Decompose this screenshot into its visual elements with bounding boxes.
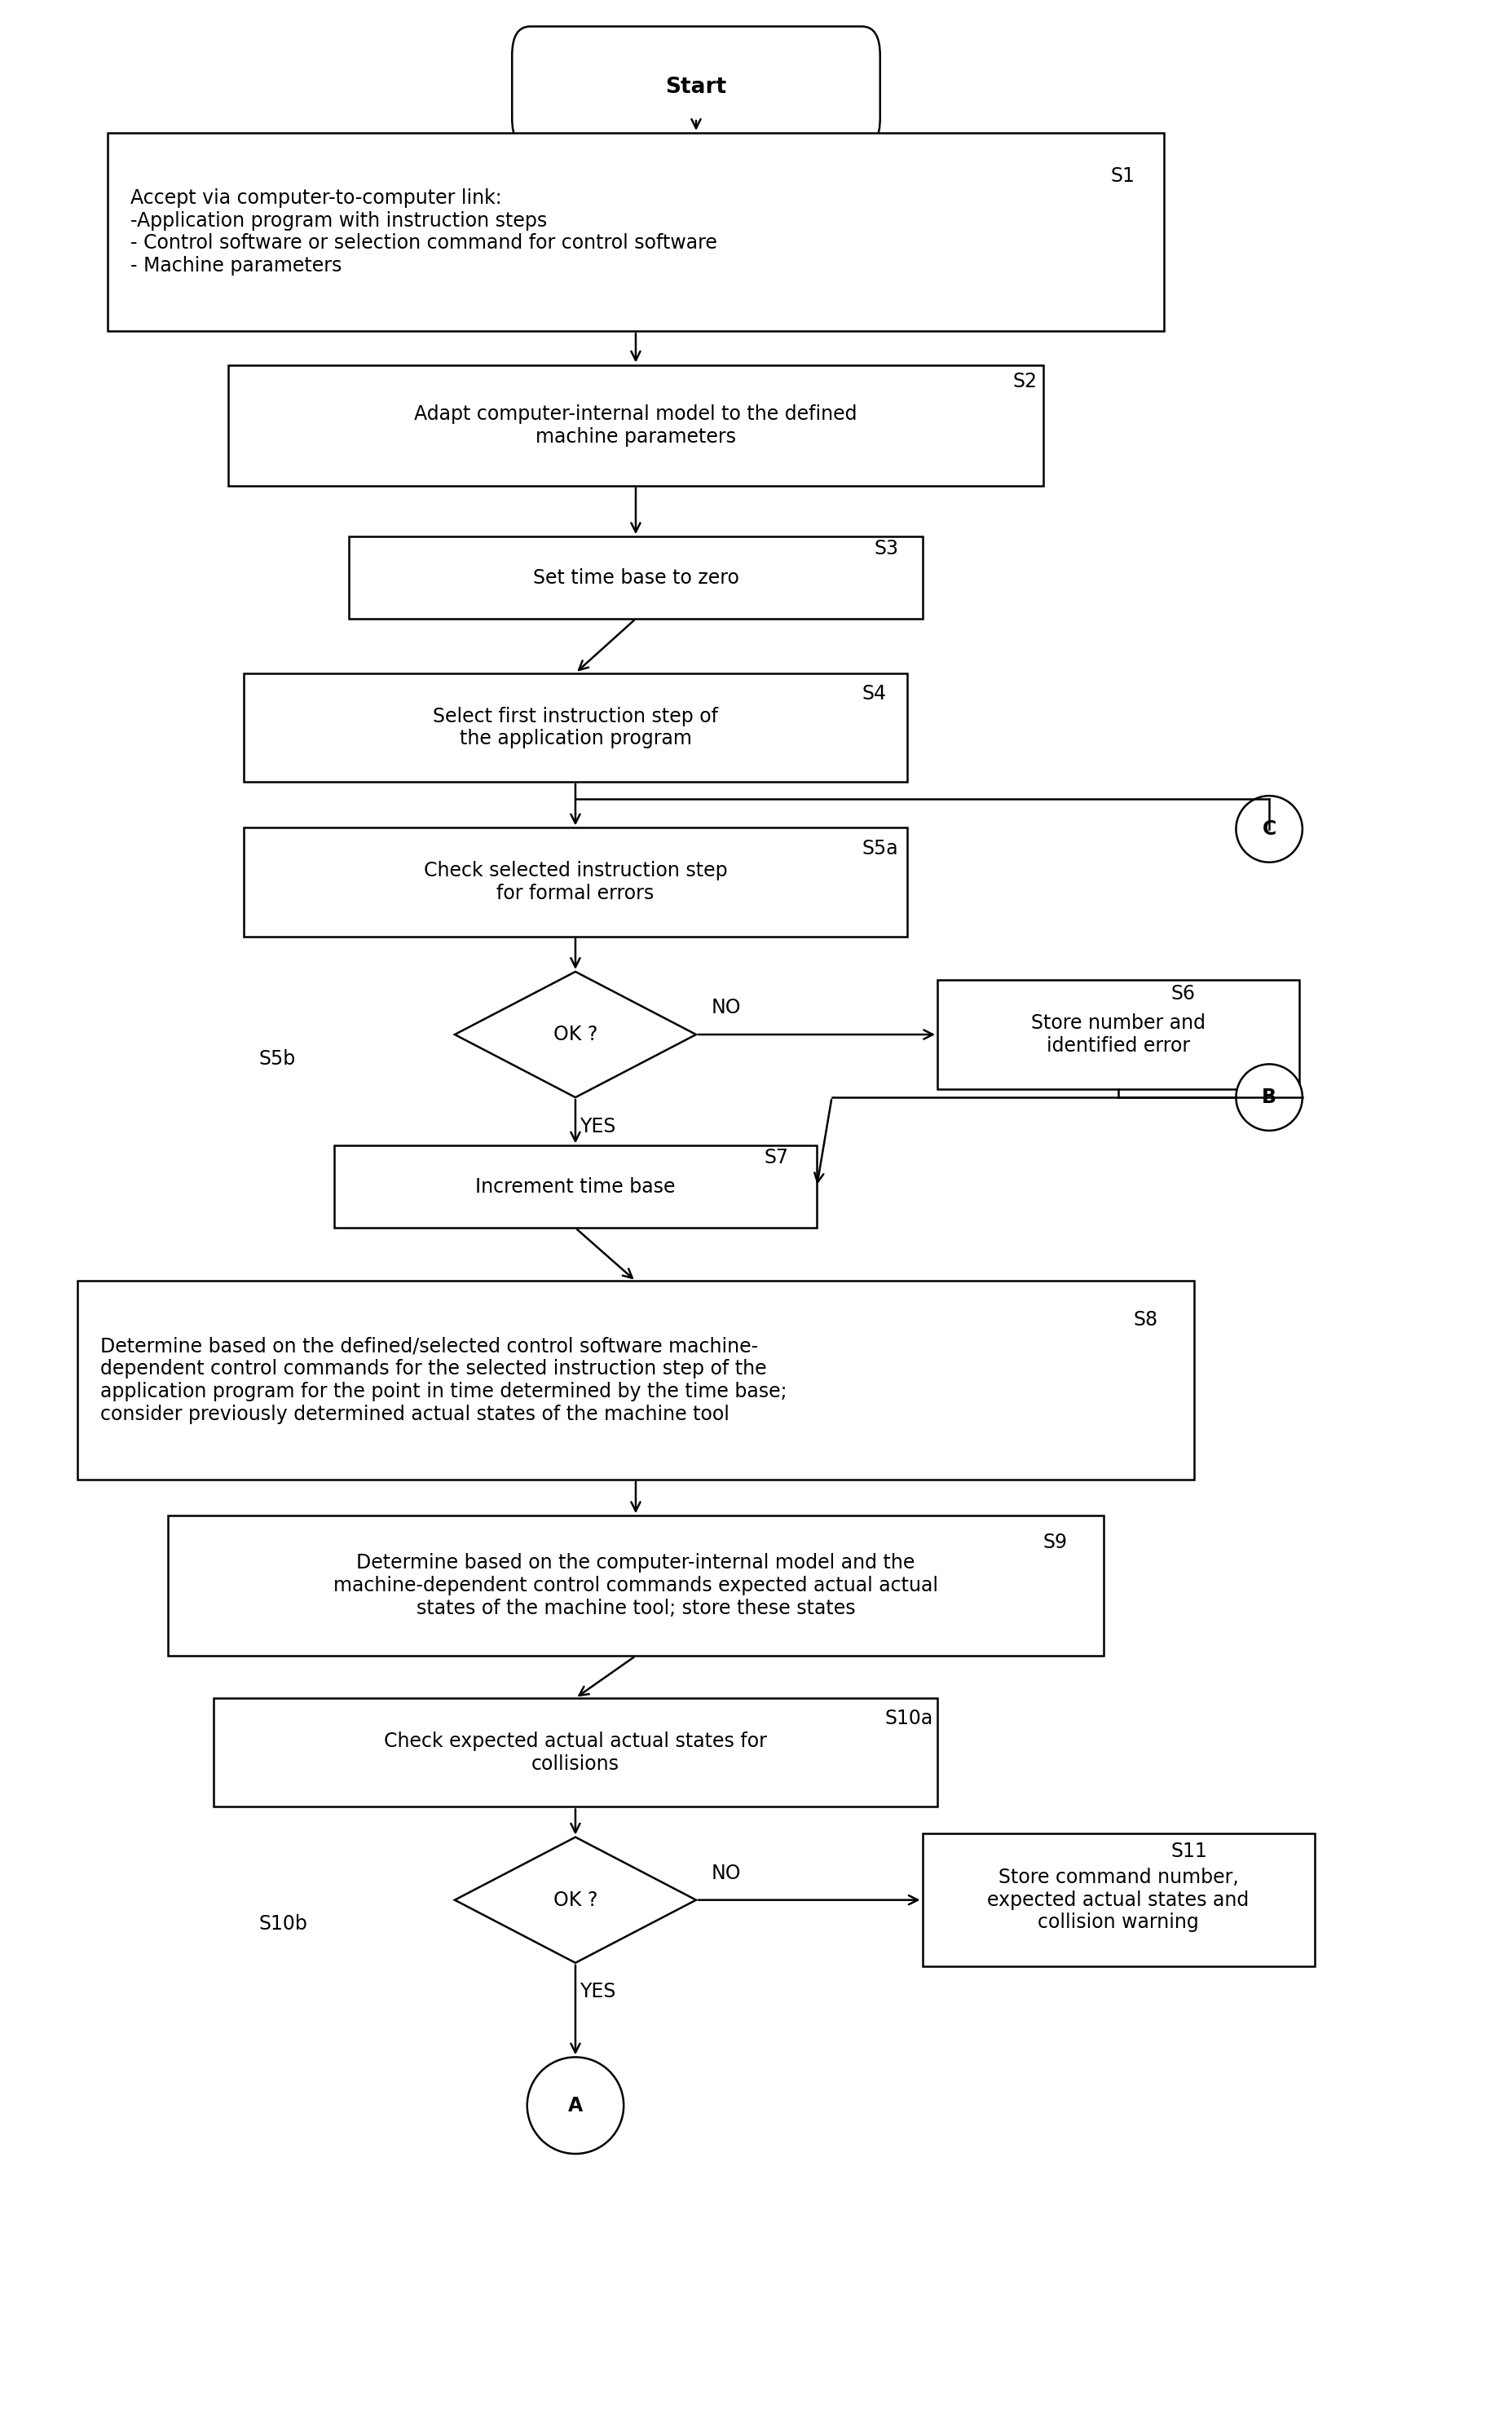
Text: S10a: S10a: [885, 1710, 933, 1729]
Text: S5a: S5a: [862, 838, 898, 857]
Ellipse shape: [526, 2056, 623, 2153]
Bar: [349, 538, 922, 618]
Text: S6: S6: [1170, 983, 1194, 1003]
Text: C: C: [1261, 819, 1276, 838]
Text: B: B: [1261, 1087, 1276, 1107]
Text: S10b: S10b: [259, 1913, 307, 1933]
Text: YES: YES: [579, 1981, 615, 2001]
Bar: [243, 673, 907, 782]
Text: S11: S11: [1170, 1841, 1207, 1863]
Text: Adapt computer-internal model to the defined
machine parameters: Adapt computer-internal model to the def…: [414, 404, 857, 446]
Text: NO: NO: [711, 998, 741, 1017]
Bar: [243, 828, 907, 937]
Text: S3: S3: [874, 538, 898, 559]
Bar: [77, 1281, 1193, 1480]
Text: Accept via computer-to-computer link:
-Application program with instruction step: Accept via computer-to-computer link: -A…: [130, 189, 717, 276]
Text: Check selected instruction step
for formal errors: Check selected instruction step for form…: [423, 862, 727, 903]
Bar: [168, 1516, 1102, 1657]
Text: A: A: [567, 2095, 582, 2114]
Text: Store number and
identified error: Store number and identified error: [1031, 1012, 1205, 1056]
Text: Store command number,
expected actual states and
collision warning: Store command number, expected actual st…: [987, 1867, 1249, 1933]
Text: OK ?: OK ?: [553, 1025, 597, 1044]
Bar: [937, 981, 1299, 1090]
Text: Determine based on the computer-internal model and the
machine-dependent control: Determine based on the computer-internal…: [333, 1553, 937, 1618]
Text: NO: NO: [711, 1863, 741, 1882]
Text: Increment time base: Increment time base: [475, 1177, 674, 1196]
Bar: [228, 366, 1042, 487]
Text: YES: YES: [579, 1117, 615, 1136]
Ellipse shape: [1235, 797, 1302, 862]
Text: S2: S2: [1012, 373, 1037, 392]
Text: Determine based on the defined/selected control software machine-
dependent cont: Determine based on the defined/selected …: [100, 1337, 786, 1424]
Polygon shape: [455, 1838, 696, 1962]
Bar: [922, 1833, 1314, 1967]
Text: S1: S1: [1110, 167, 1134, 186]
Bar: [334, 1146, 816, 1228]
Text: S7: S7: [764, 1148, 788, 1167]
Text: Check expected actual actual states for
collisions: Check expected actual actual states for …: [384, 1732, 767, 1773]
Polygon shape: [455, 971, 696, 1097]
Bar: [107, 133, 1163, 332]
Bar: [213, 1698, 937, 1807]
Text: Start: Start: [665, 75, 726, 97]
Text: S4: S4: [862, 683, 886, 702]
Text: OK ?: OK ?: [553, 1889, 597, 1911]
Ellipse shape: [1235, 1063, 1302, 1131]
Text: S8: S8: [1132, 1310, 1157, 1330]
Text: S9: S9: [1042, 1533, 1067, 1553]
Text: Set time base to zero: Set time base to zero: [532, 567, 738, 589]
Text: S5b: S5b: [259, 1049, 295, 1068]
Text: Select first instruction step of
the application program: Select first instruction step of the app…: [432, 707, 718, 748]
FancyBboxPatch shape: [511, 27, 880, 148]
